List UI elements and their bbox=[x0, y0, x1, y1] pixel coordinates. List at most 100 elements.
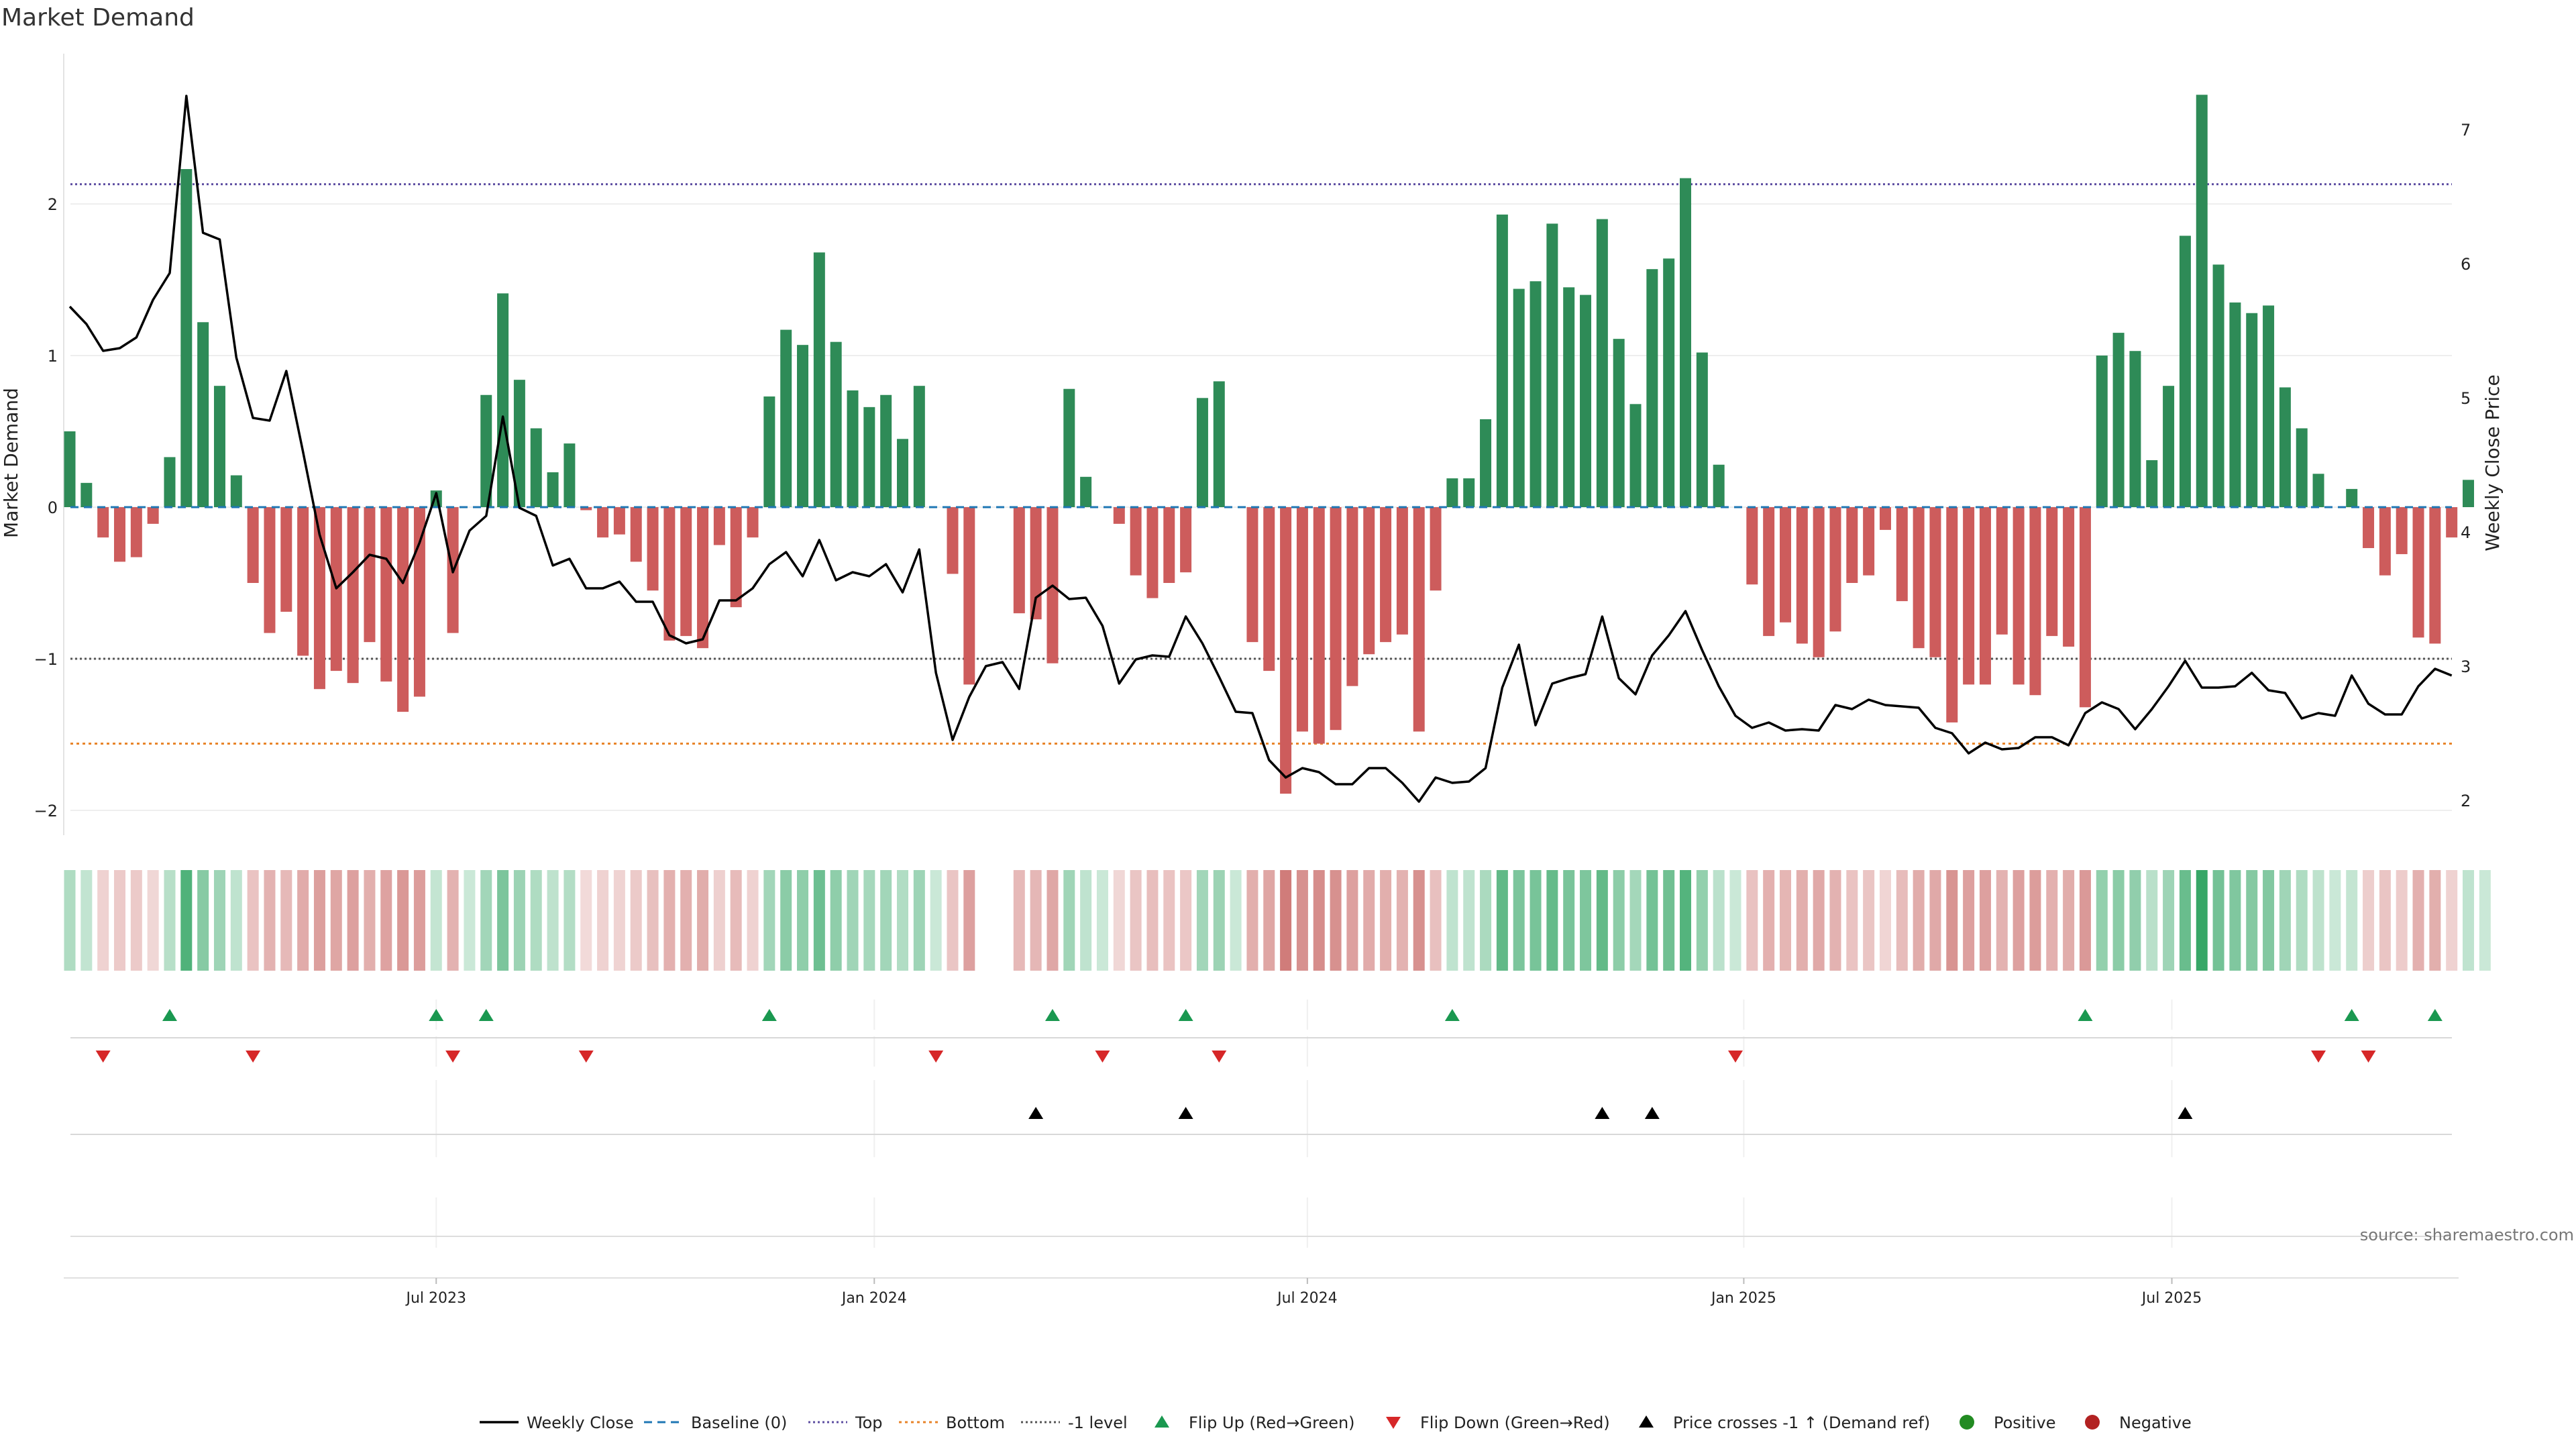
chart-title: Market Demand bbox=[1, 4, 195, 32]
price-line bbox=[68, 95, 2453, 803]
y-tick-label: 1 bbox=[48, 347, 58, 366]
demand-bar bbox=[2379, 507, 2391, 576]
demand-bar bbox=[1529, 281, 1542, 507]
heat-cell bbox=[1113, 870, 1125, 971]
heat-cell bbox=[147, 870, 159, 971]
demand-bar bbox=[680, 507, 692, 637]
demand-bar bbox=[2263, 305, 2275, 507]
heat-cell bbox=[1729, 870, 1741, 971]
heat-cell bbox=[1713, 870, 1725, 971]
heat-cell bbox=[2312, 870, 2324, 971]
legend: Weekly Close Baseline (0) Top Bottom -1 leve… bbox=[480, 1413, 2192, 1432]
demand-bar bbox=[847, 390, 859, 507]
demand-bar bbox=[297, 507, 309, 656]
heat-cell bbox=[2029, 870, 2041, 971]
legend-label: Positive bbox=[1994, 1413, 2056, 1432]
demand-bar bbox=[1829, 507, 1841, 632]
heat-cell bbox=[2046, 870, 2058, 971]
heat-cell bbox=[1446, 870, 1458, 971]
heat-cell bbox=[880, 870, 892, 971]
flip-down-marker bbox=[2311, 1051, 2326, 1063]
heat-cell bbox=[730, 870, 742, 971]
heat-cell bbox=[1580, 870, 1592, 971]
demand-bar bbox=[763, 396, 775, 507]
demand-bar bbox=[947, 507, 959, 574]
heat-cell bbox=[1413, 870, 1425, 971]
heat-cell bbox=[1813, 870, 1825, 971]
flip-up-marker bbox=[478, 1009, 494, 1021]
heat-cell bbox=[913, 870, 925, 971]
flip-up-marker bbox=[2427, 1009, 2443, 1021]
demand-bar bbox=[830, 341, 842, 507]
flip-up-marker bbox=[162, 1009, 177, 1021]
demand-bar bbox=[2396, 507, 2408, 555]
heat-cell bbox=[213, 870, 225, 971]
demand-bar bbox=[863, 407, 875, 507]
demand-bar bbox=[1413, 507, 1425, 732]
demand-bar bbox=[564, 443, 576, 507]
heat-cell bbox=[2463, 870, 2475, 971]
heat-cell bbox=[547, 870, 559, 971]
heat-cell bbox=[630, 870, 642, 971]
heat-cell bbox=[1313, 870, 1325, 971]
demand-bar bbox=[630, 507, 642, 562]
heat-cell bbox=[1613, 870, 1625, 971]
heat-cell bbox=[697, 870, 709, 971]
demand-bar bbox=[2079, 507, 2091, 708]
demand-bar bbox=[280, 507, 292, 612]
flip-down-marker bbox=[445, 1051, 461, 1063]
heat-cell bbox=[2012, 870, 2025, 971]
demand-bar bbox=[813, 252, 825, 507]
y-tick-label: −1 bbox=[34, 650, 58, 669]
heat-cell bbox=[897, 870, 908, 971]
demand-bar bbox=[1396, 507, 1408, 635]
demand-bar bbox=[497, 293, 509, 507]
demand-bar bbox=[2146, 460, 2158, 507]
heat-cell bbox=[464, 870, 476, 971]
heat-cell bbox=[1513, 870, 1525, 971]
heat-cell bbox=[763, 870, 775, 971]
heat-cell bbox=[680, 870, 692, 971]
y2-tick-label: 4 bbox=[2461, 523, 2471, 542]
heat-cell bbox=[1030, 870, 1042, 971]
heat-cell bbox=[364, 870, 376, 971]
flip-up-marker bbox=[2344, 1009, 2359, 1021]
demand-bar bbox=[580, 507, 592, 511]
legend-swatch bbox=[1960, 1415, 1974, 1430]
demand-bar bbox=[1629, 404, 1642, 507]
heat-cell bbox=[1496, 870, 1508, 971]
legend-label: Flip Up (Red→Green) bbox=[1189, 1413, 1355, 1432]
left-axis-label: Market Demand bbox=[0, 388, 22, 538]
demand-bar bbox=[2029, 507, 2041, 696]
demand-bar bbox=[1346, 507, 1358, 686]
heat-cell bbox=[2079, 870, 2091, 971]
legend-label: Weekly Close bbox=[527, 1413, 634, 1432]
heat-cell bbox=[2379, 870, 2391, 971]
flip-down-marker bbox=[246, 1051, 261, 1063]
flip-up-marker bbox=[1044, 1009, 1060, 1021]
heat-cell bbox=[2179, 870, 2191, 971]
heat-cell bbox=[1829, 870, 1841, 971]
heat-cell bbox=[330, 870, 342, 971]
heat-cell bbox=[1296, 870, 1308, 971]
heat-cell bbox=[2346, 870, 2358, 971]
heat-cell bbox=[447, 870, 459, 971]
heat-cell bbox=[97, 870, 109, 971]
demand-bar bbox=[1213, 381, 1225, 507]
demand-bar bbox=[697, 507, 709, 649]
demand-bar bbox=[113, 507, 125, 562]
heat-cell bbox=[1063, 870, 1075, 971]
flip-up-marker bbox=[1178, 1009, 1193, 1021]
legend-swatch bbox=[1155, 1415, 1169, 1428]
heat-cell bbox=[1929, 870, 1941, 971]
heat-cell bbox=[1130, 870, 1142, 971]
demand-bar bbox=[713, 507, 725, 545]
demand-bar bbox=[1896, 507, 1908, 602]
heat-cell bbox=[497, 870, 509, 971]
y2-tick-label: 7 bbox=[2461, 121, 2471, 140]
demand-bar bbox=[1646, 269, 1658, 507]
demand-bar bbox=[1330, 507, 1342, 731]
heat-cell bbox=[2479, 870, 2491, 971]
demand-bar bbox=[2346, 488, 2358, 507]
flip-down-marker bbox=[928, 1051, 944, 1063]
